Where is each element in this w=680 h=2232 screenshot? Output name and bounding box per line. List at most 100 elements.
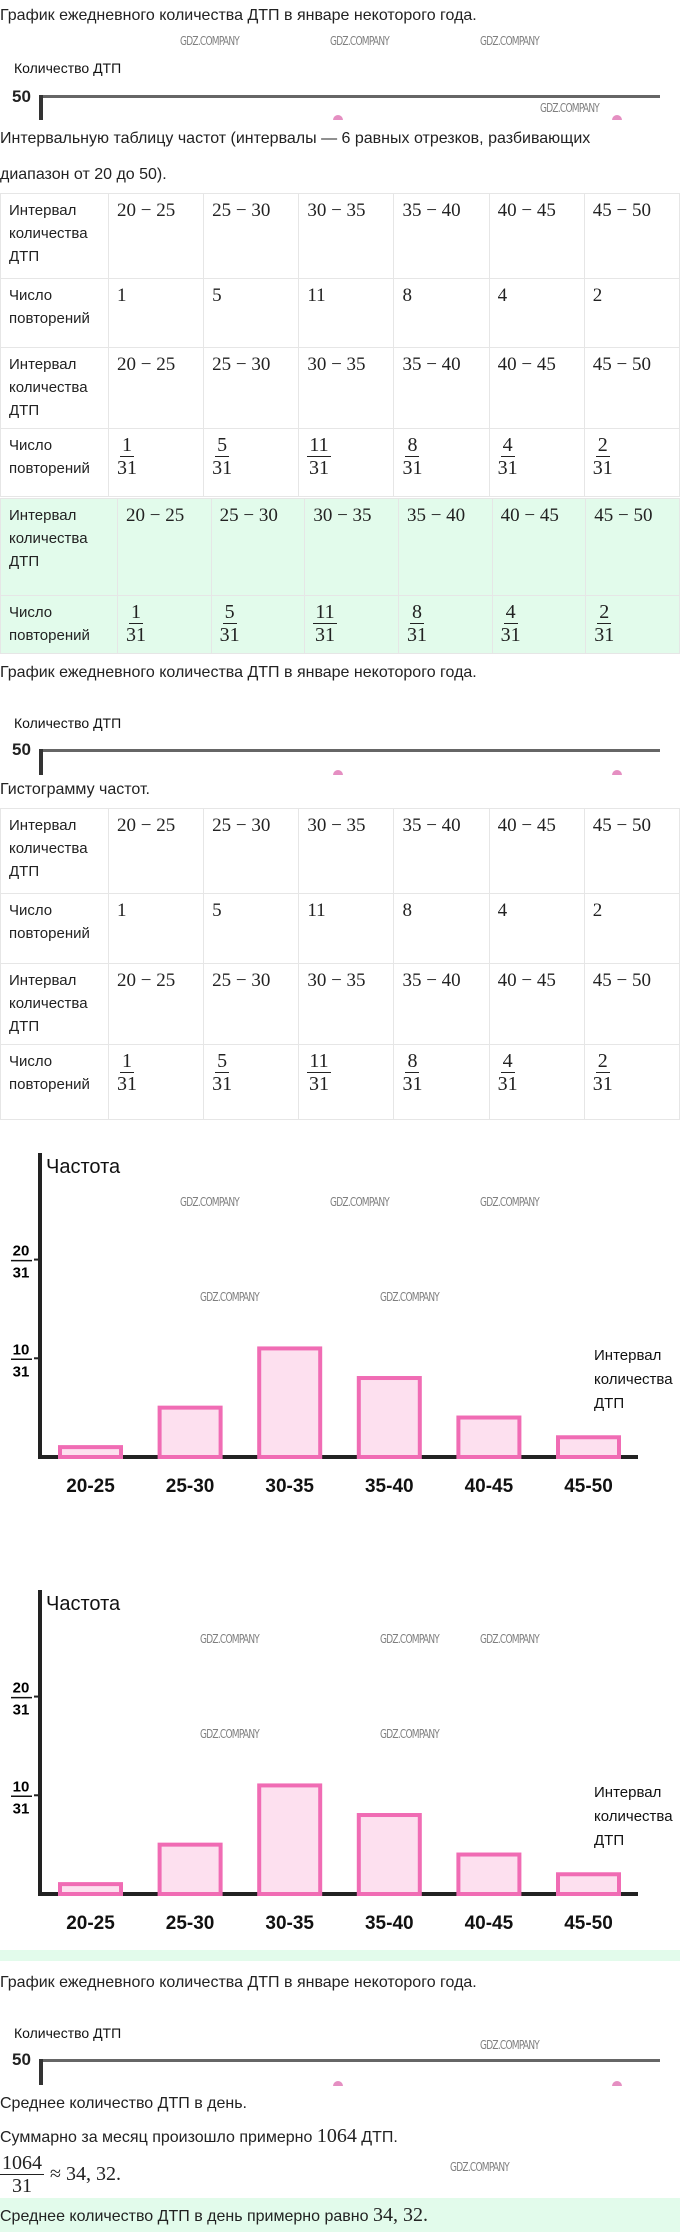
sum-suffix: ДТП. xyxy=(361,2129,398,2146)
x-tick-label: 30-35 xyxy=(265,1913,314,1934)
table-cell: 4 xyxy=(488,893,585,964)
table-cell: 2 31 xyxy=(585,595,680,654)
histogram-bar xyxy=(356,1813,422,1896)
x-axis-label: количества xyxy=(594,1808,673,1825)
fraction: 5 31 xyxy=(220,601,240,646)
y-tick-label-num: 10 xyxy=(13,1341,30,1358)
fraction: 11 31 xyxy=(307,1050,331,1095)
denominator: 31 xyxy=(592,1073,613,1095)
y-tick-label-num: 10 xyxy=(13,1778,30,1795)
table-cell: 4 31 xyxy=(488,428,585,497)
task-interval-line2: диапазон от 20 до 50). xyxy=(0,166,167,183)
table-cell: 45 − 50 xyxy=(583,347,680,429)
task-interval-line1: Интервальную таблицу частот (интервалы —… xyxy=(0,130,591,147)
table-cell: 25 − 30 xyxy=(210,498,306,596)
row-header: Интервал количества ДТП xyxy=(0,963,109,1045)
table-row: Интервал количества ДТП 20 − 25 25 − 30 30 … xyxy=(0,193,680,279)
marker-icon xyxy=(612,115,622,120)
denominator: 31 xyxy=(497,457,518,479)
y-tick-label-den: 31 xyxy=(13,1800,30,1817)
table-cell: 35 − 40 xyxy=(393,193,490,279)
numerator: 8 xyxy=(405,1050,420,1073)
answer-frequency-table: Интервал количества ДТП 20 − 25 25 − 30 30 … xyxy=(0,498,680,654)
watermark: GDZ.COMPANY xyxy=(450,2160,510,2174)
numerator: 5 xyxy=(215,1050,230,1073)
table-cell: 30 − 35 xyxy=(298,347,395,429)
table-cell: 30 − 35 xyxy=(298,963,395,1045)
numerator: 11 xyxy=(313,601,337,624)
marker-icon xyxy=(333,115,343,120)
fraction: 5 31 xyxy=(212,434,232,479)
table-cell: 8 xyxy=(393,893,490,964)
graph-title-2: График ежедневного количества ДТП в янва… xyxy=(0,664,477,681)
fraction: 4 31 xyxy=(498,1050,518,1095)
x-tick-label: 40-45 xyxy=(465,1913,514,1934)
y-tick-50-2: 50 xyxy=(12,740,31,759)
fraction: 5 31 xyxy=(212,1050,232,1095)
denominator: 31 xyxy=(402,457,423,479)
table-cell: 4 31 xyxy=(488,1044,585,1120)
watermark: GDZ.COMPANY xyxy=(480,2038,540,2052)
x-tick-label: 35-40 xyxy=(365,1913,414,1934)
table-cell: 40 − 45 xyxy=(488,193,585,279)
y-tick-label-num: 20 xyxy=(13,1680,30,1697)
histogram-chart-2: Частота 10 31 20 31 20-25 25-30 30-35 35-40 40-45… xyxy=(11,1590,673,1934)
answer-box: Среднее количество ДТП в день примерно р… xyxy=(0,2198,680,2232)
watermark: GDZ.COMPANY xyxy=(540,101,600,115)
denominator: 31 xyxy=(308,1073,329,1095)
table-cell: 8 31 xyxy=(397,595,493,654)
histogram-bar xyxy=(157,1405,223,1460)
histogram-chart-1: Частота 10 31 20 31 20-25 25-30 30-35 35-40 40-45… xyxy=(11,1153,673,1497)
table-cell: 5 31 xyxy=(210,595,306,654)
denominator: 31 xyxy=(592,457,613,479)
histogram-bar xyxy=(456,1415,522,1459)
row-header: Число повторений xyxy=(0,278,109,348)
x-tick-label: 45-50 xyxy=(564,1476,613,1497)
table-row: Интервал количества ДТП 20 − 25 25 − 30 30 … xyxy=(0,808,680,894)
table-cell: 25 − 30 xyxy=(203,963,300,1045)
table-cell: 25 − 30 xyxy=(203,347,300,429)
table-row: Интервал количества ДТП 20 − 25 25 − 30 30 … xyxy=(0,963,680,1045)
table-cell: 35 − 40 xyxy=(393,808,490,894)
y-tick-label-den: 31 xyxy=(13,1702,30,1719)
table-cell: 8 31 xyxy=(393,428,490,497)
y-axis-3 xyxy=(39,2059,43,2085)
denominator: 31 xyxy=(212,457,233,479)
table-cell: 30 − 35 xyxy=(304,498,399,596)
table-cell: 35 − 40 xyxy=(393,347,490,429)
table-cell: 1 xyxy=(107,278,205,348)
y-axis-label-3: Количество ДТП xyxy=(14,2025,122,2041)
y-tick-50-1: 50 xyxy=(12,87,31,106)
denominator: 31 xyxy=(212,1073,233,1095)
table-cell: 45 − 50 xyxy=(583,963,680,1045)
fraction: 11 31 xyxy=(313,601,337,646)
x-tick-label: 30-35 xyxy=(265,1476,314,1497)
denominator: 31 xyxy=(117,457,137,479)
table-cell: 11 31 xyxy=(298,428,395,497)
fraction: 8 31 xyxy=(407,601,427,646)
row-header: Число повторений xyxy=(0,428,109,497)
y-tick-label-den: 31 xyxy=(13,1265,30,1282)
line-50-3 xyxy=(40,2059,660,2062)
row-header: Интервал количества ДТП xyxy=(0,347,109,429)
line-50-2 xyxy=(40,749,660,752)
table-cell: 40 − 45 xyxy=(488,347,585,429)
table-cell: 40 − 45 xyxy=(491,498,587,596)
table-cell: 5 xyxy=(203,893,300,964)
histogram-bar xyxy=(58,1445,123,1460)
numerator: 4 xyxy=(500,1050,515,1073)
table-cell: 25 − 30 xyxy=(203,193,300,279)
table-cell: 4 xyxy=(488,278,585,348)
marker-icon xyxy=(612,2081,622,2086)
histogram-bar xyxy=(257,1346,323,1459)
x-tick-label: 25-30 xyxy=(166,1913,215,1934)
table-cell: 11 xyxy=(298,893,395,964)
answer-band xyxy=(0,1950,680,1961)
x-tick-label: 45-50 xyxy=(564,1913,613,1934)
numerator: 5 xyxy=(215,434,230,457)
table-cell: 2 31 xyxy=(583,428,680,497)
watermark: GDZ.COMPANY xyxy=(330,34,390,48)
y-axis-2 xyxy=(39,749,43,775)
table-cell: 4 31 xyxy=(491,595,587,654)
fraction: 2 31 xyxy=(594,601,614,646)
